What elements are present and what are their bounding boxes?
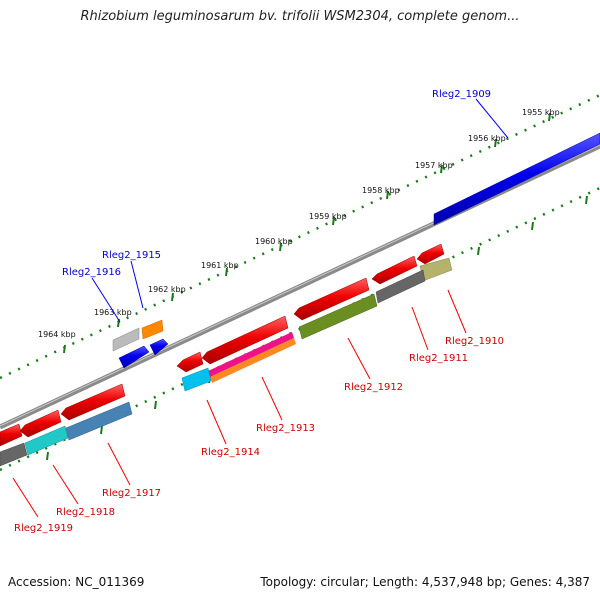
kbp-label: 1955 kbp [522,108,560,117]
gene-label-rleg2-1916[interactable]: Rleg2_1916 [62,267,121,278]
gene-rleg2-1918[interactable] [19,409,69,456]
outer-tick-track [0,93,600,380]
kbp-label: 1958 kbp [362,186,400,195]
gene-label-rleg2-1917[interactable]: Rleg2_1917 [102,488,161,499]
kbp-label: 1956 kbp [468,134,506,143]
gene-label-rleg2-1913[interactable]: Rleg2_1913 [256,423,315,434]
gene-rleg2-1916[interactable] [112,327,150,369]
blue-leader-lines [91,98,509,323]
topology-text: Topology: circular; Length: 4,537,948 bp… [260,575,590,589]
gene-rleg2-1911[interactable] [371,255,426,304]
gene-label-rleg2-1918[interactable]: Rleg2_1918 [56,507,115,518]
gene-label-rleg2-1919[interactable]: Rleg2_1919 [14,523,73,534]
kbp-label: 1959 kbp [309,212,347,221]
gene-rleg2-1913[interactable] [201,315,296,383]
gene-rleg2-1917[interactable] [60,383,133,441]
kbp-label: 1962 kbp [148,285,186,294]
accession-text: Accession: NC_011369 [8,575,145,589]
gene-label-rleg2-1914[interactable]: Rleg2_1914 [201,447,260,458]
gene-rleg2-1919[interactable] [0,423,28,467]
gene-label-rleg2-1912[interactable]: Rleg2_1912 [344,382,403,393]
gene-rleg2-1909[interactable] [433,132,600,226]
outer-major-ticks [63,112,551,354]
kbp-label: 1960 kbp [255,237,293,246]
gene-rleg2-1914[interactable] [176,351,212,392]
gene-label-rleg2-1909[interactable]: Rleg2_1909 [432,89,491,100]
red-leader-lines [12,289,467,518]
kbp-label: 1957 kbp [415,161,453,170]
kbp-label: 1963 kbp [94,308,132,317]
gene-rleg2-1912[interactable] [293,277,378,340]
kbp-label: 1964 kbp [38,330,76,339]
kbp-label: 1961 kbp [201,261,239,270]
gene-rleg2-1915[interactable] [141,319,169,356]
map-title: Rhizobium leguminosarum bv. trifolii WSM… [80,9,520,24]
gene-label-rleg2-1911[interactable]: Rleg2_1911 [409,353,468,364]
gene-label-rleg2-1915[interactable]: Rleg2_1915 [102,250,161,261]
gene-label-rleg2-1910[interactable]: Rleg2_1910 [445,336,504,347]
